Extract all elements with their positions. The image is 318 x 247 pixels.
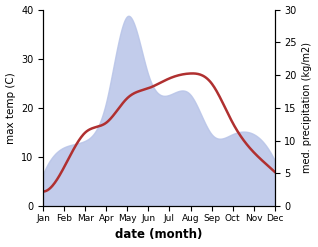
Y-axis label: max temp (C): max temp (C) — [5, 72, 16, 144]
X-axis label: date (month): date (month) — [115, 228, 203, 242]
Y-axis label: med. precipitation (kg/m2): med. precipitation (kg/m2) — [302, 42, 313, 173]
